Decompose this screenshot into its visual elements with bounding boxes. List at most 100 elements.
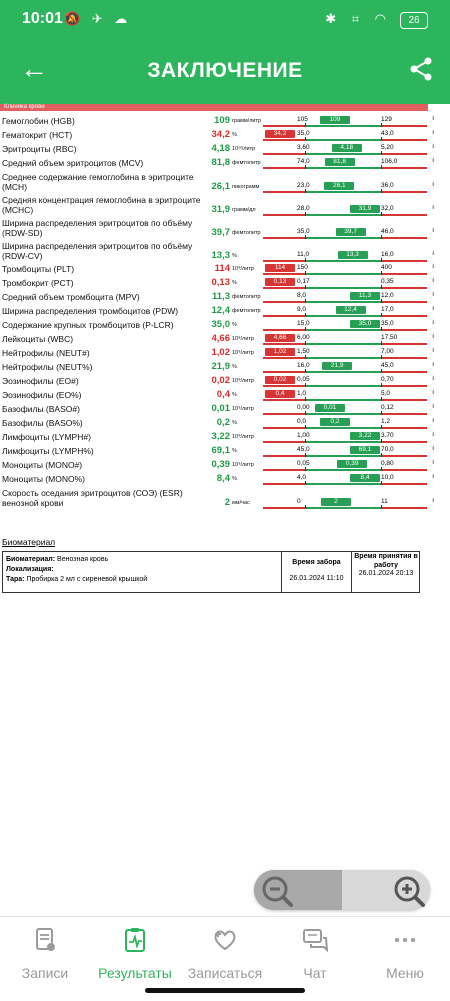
biomaterial-table: Биоматериал: Венозная кровь Локализация:… — [2, 551, 420, 593]
reference-range-bar — [263, 371, 427, 373]
value-marker: 35,0 — [350, 320, 380, 328]
back-arrow-icon[interactable]: ← — [20, 53, 48, 84]
history-chart-icon[interactable]: ılı — [432, 228, 435, 234]
range-tick-high — [381, 285, 382, 289]
range-tick-low — [305, 481, 306, 485]
history-chart-icon[interactable]: ılı — [432, 432, 435, 438]
result-name: Гематокрит (HCT) — [2, 130, 73, 140]
range-high: 0,35 — [381, 278, 394, 285]
range-tick-low — [305, 369, 306, 373]
value-marker: 11,3 — [350, 292, 380, 300]
result-row: Тромбокрит (PCT) 0,13% 0,17 0,35 0,13 ılı — [0, 278, 450, 292]
range-tick-low — [305, 313, 306, 317]
history-chart-icon[interactable]: ılı — [432, 362, 435, 368]
range-tick-low — [305, 299, 306, 303]
range-low: 16,0 — [297, 362, 310, 369]
result-row: Моноциты (MONO%) 8,4% 4,0 10,0 8,4 ılı — [0, 474, 450, 488]
nav-item-results[interactable]: Результаты — [90, 923, 180, 983]
value-marker: 109 — [320, 116, 350, 124]
range-high: 70,0 — [381, 446, 394, 453]
result-name: Ширина распределения эритроцитов по объё… — [2, 241, 193, 261]
result-unit: пикограмм — [232, 184, 260, 190]
reference-range-bar — [263, 469, 427, 471]
range-tick-high — [381, 212, 382, 216]
history-chart-icon[interactable]: ılı — [432, 446, 435, 452]
material-value: Венозная кровь — [57, 556, 109, 563]
result-value: 4,18 — [211, 143, 231, 154]
result-row: Содержание крупных тромбоцитов (P-LCR) 35… — [0, 320, 450, 334]
history-chart-icon[interactable]: ılı — [432, 306, 435, 312]
zoom-in-button[interactable] — [342, 870, 430, 910]
history-chart-icon[interactable]: ılı — [432, 498, 435, 504]
share-icon[interactable] — [408, 56, 434, 82]
zoom-out-button[interactable] — [254, 870, 342, 910]
reference-range-bar — [263, 125, 427, 127]
range-high: 17,50 — [381, 334, 398, 341]
range-low: 11,0 — [297, 251, 310, 258]
history-chart-icon[interactable]: ılı — [432, 278, 435, 284]
result-unit: 10⁹/литр — [232, 336, 254, 342]
history-chart-icon[interactable]: ılı — [432, 144, 435, 150]
nav-item-book[interactable]: Записаться — [180, 923, 270, 983]
range-tick-high — [381, 151, 382, 155]
nav-item-menu[interactable]: Меню — [360, 923, 450, 983]
range-low: 0 — [297, 498, 301, 505]
nav-item-records[interactable]: Записи — [0, 923, 90, 983]
range-high: 43,0 — [381, 130, 394, 137]
range-high: 12,0 — [381, 292, 394, 299]
history-chart-icon[interactable]: ılı — [432, 348, 435, 354]
result-name: Эритроциты (RBC) — [2, 144, 77, 154]
history-chart-icon[interactable]: ılı — [432, 182, 435, 188]
value-marker: 81,8 — [324, 158, 355, 166]
range-low: 0,05 — [297, 460, 310, 467]
result-value: 31,9 — [211, 204, 231, 215]
value-marker: 13,3 — [337, 251, 368, 259]
history-chart-icon[interactable]: ılı — [432, 116, 435, 122]
range-low: 74,0 — [297, 158, 310, 165]
result-value: 69,1 — [211, 445, 231, 456]
result-value: 1,02 — [211, 347, 231, 358]
result-document[interactable]: Клиника крови Гемоглобин (HGB) 109 грамм/л… — [0, 104, 450, 916]
accepted-cell: Время принятия в работу 26.01.2024 20:13 — [352, 553, 420, 579]
result-value: 0,4 — [216, 389, 230, 400]
history-chart-icon[interactable]: ılı — [432, 130, 435, 136]
history-chart-icon[interactable]: ılı — [432, 334, 435, 340]
history-chart-icon[interactable]: ılı — [432, 264, 435, 270]
result-row: Нейтрофилы (NEUT%) 21,9% 16,0 45,0 21,9 ılı — [0, 362, 450, 376]
result-value: 26,1 — [211, 181, 231, 192]
reference-range-bar — [263, 399, 427, 401]
history-chart-icon[interactable]: ılı — [432, 404, 435, 410]
history-chart-icon[interactable]: ılı — [432, 390, 435, 396]
result-row: Ширина распределения эритроцитов по объё… — [0, 241, 450, 264]
history-chart-icon[interactable]: ılı — [432, 376, 435, 382]
range-tick-high — [381, 341, 382, 345]
history-chart-icon[interactable]: ılı — [432, 320, 435, 326]
range-tick-high — [381, 299, 382, 303]
home-indicator[interactable] — [145, 988, 305, 993]
range-tick-high — [381, 235, 382, 239]
range-tick-low — [305, 383, 306, 387]
history-chart-icon[interactable]: ılı — [432, 474, 435, 480]
value-marker: 0,2 — [320, 418, 350, 426]
nav-item-chat[interactable]: Чат — [270, 923, 360, 983]
result-value: 4,66 — [211, 333, 231, 344]
history-chart-icon[interactable]: ılı — [432, 460, 435, 466]
result-value: 39,7 — [211, 227, 231, 238]
accepted-value: 26.01.2024 20:13 — [358, 570, 414, 577]
range-high: 7,00 — [381, 348, 394, 355]
history-chart-icon[interactable]: ılı — [432, 158, 435, 164]
result-unit: 10⁹/литр — [232, 266, 254, 272]
result-row: Базофилы (BASO%) 0,2% 0,0 1,2 0,2 ılı — [0, 418, 450, 432]
range-tick-low — [305, 285, 306, 289]
value-marker: 0,02 — [265, 376, 295, 384]
range-low: 150 — [297, 264, 308, 271]
history-chart-icon[interactable]: ılı — [432, 418, 435, 424]
result-row: Эозинофилы (EO%) 0,4% 1,0 5,0 0,4 ılı — [0, 390, 450, 404]
result-unit: % — [232, 253, 237, 259]
history-chart-icon[interactable]: ılı — [432, 292, 435, 298]
value-marker: 26,1 — [324, 182, 355, 190]
result-unit: грамм/литр — [232, 118, 262, 124]
history-chart-icon[interactable]: ılı — [432, 205, 435, 211]
history-chart-icon[interactable]: ılı — [432, 251, 435, 257]
result-unit: 10¹²/литр — [232, 146, 256, 152]
